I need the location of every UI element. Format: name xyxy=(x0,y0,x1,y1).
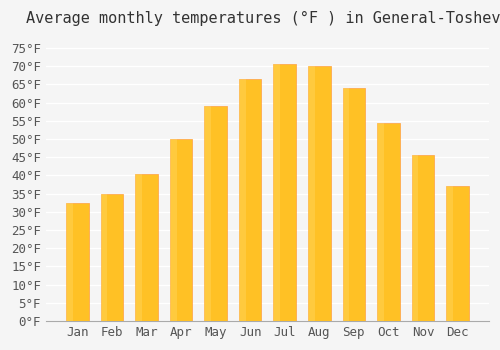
Bar xyxy=(446,186,453,321)
Bar xyxy=(377,122,384,321)
Bar xyxy=(412,155,434,321)
Bar xyxy=(239,79,246,321)
Bar xyxy=(308,66,315,321)
Bar xyxy=(66,203,73,321)
Bar xyxy=(377,122,400,321)
Bar xyxy=(170,139,192,321)
Bar xyxy=(308,66,330,321)
Bar xyxy=(204,106,227,321)
Bar xyxy=(100,194,107,321)
Bar xyxy=(446,186,469,321)
Bar xyxy=(342,88,365,321)
Bar xyxy=(135,174,158,321)
Bar xyxy=(274,64,296,321)
Bar xyxy=(170,139,176,321)
Bar xyxy=(66,203,88,321)
Bar xyxy=(412,155,418,321)
Bar xyxy=(274,64,280,321)
Bar xyxy=(204,106,211,321)
Bar xyxy=(135,174,142,321)
Bar xyxy=(342,88,349,321)
Bar xyxy=(100,194,123,321)
Title: Average monthly temperatures (°F ) in General-Toshevo: Average monthly temperatures (°F ) in Ge… xyxy=(26,11,500,26)
Bar xyxy=(239,79,262,321)
